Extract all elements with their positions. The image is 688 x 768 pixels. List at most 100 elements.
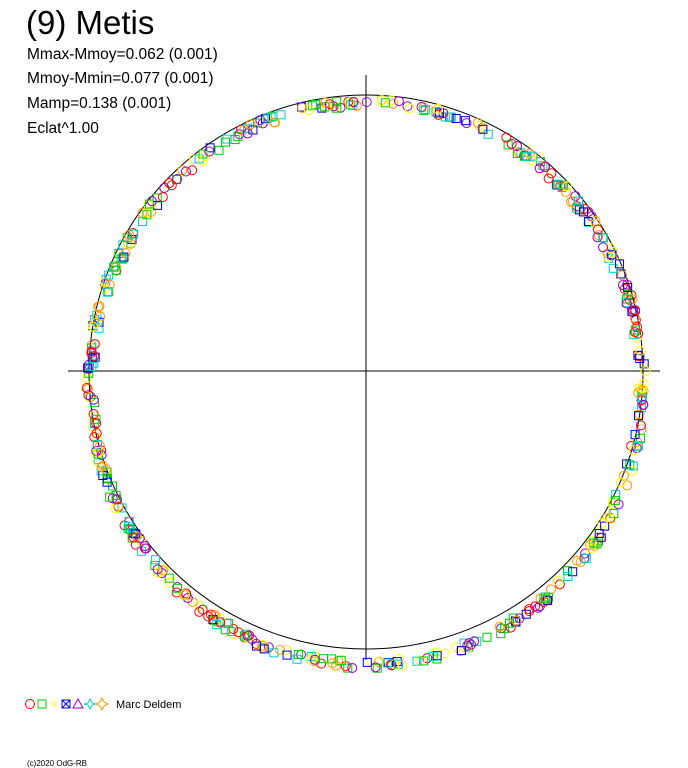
marker bbox=[592, 232, 603, 243]
marker bbox=[158, 565, 169, 576]
marker bbox=[622, 459, 632, 469]
marker bbox=[602, 512, 613, 523]
marker bbox=[292, 654, 302, 664]
marker bbox=[89, 339, 100, 350]
marker bbox=[180, 589, 191, 600]
marker bbox=[581, 553, 591, 563]
marker bbox=[97, 460, 108, 471]
legend-symbol bbox=[25, 699, 35, 709]
marker bbox=[373, 657, 384, 668]
marker bbox=[545, 584, 556, 595]
marker bbox=[362, 657, 372, 667]
marker bbox=[282, 650, 292, 660]
marker bbox=[456, 646, 466, 656]
marker bbox=[597, 518, 608, 529]
marker bbox=[269, 117, 280, 128]
marker bbox=[621, 294, 631, 304]
marker bbox=[512, 148, 522, 158]
legend-symbol bbox=[83, 697, 97, 711]
marker bbox=[96, 450, 107, 461]
marker bbox=[521, 609, 531, 619]
marker bbox=[617, 270, 628, 281]
marker bbox=[140, 543, 151, 554]
marker bbox=[419, 656, 429, 666]
marker bbox=[383, 658, 393, 668]
marker bbox=[464, 642, 474, 652]
legend-symbols bbox=[25, 696, 110, 712]
marker bbox=[402, 101, 413, 112]
marker bbox=[111, 262, 122, 273]
marker bbox=[239, 631, 249, 641]
marker bbox=[89, 358, 99, 368]
marker bbox=[433, 109, 444, 120]
marker bbox=[306, 654, 317, 665]
marker bbox=[152, 564, 163, 575]
marker bbox=[117, 503, 127, 513]
marker bbox=[615, 477, 626, 488]
marker bbox=[630, 305, 641, 316]
stat-line: Mamp=0.138 (0.001) bbox=[27, 95, 171, 112]
marker bbox=[348, 100, 358, 110]
marker bbox=[460, 116, 470, 126]
marker bbox=[281, 644, 292, 655]
marker bbox=[91, 428, 102, 439]
marker bbox=[204, 146, 215, 157]
marker bbox=[172, 174, 183, 185]
marker bbox=[574, 196, 584, 206]
marker bbox=[332, 103, 342, 113]
marker bbox=[205, 609, 216, 620]
marker bbox=[104, 279, 115, 290]
marker bbox=[124, 521, 134, 531]
marker bbox=[220, 137, 230, 147]
marker bbox=[120, 248, 131, 259]
marker bbox=[347, 662, 358, 673]
marker bbox=[107, 493, 118, 504]
marker bbox=[129, 229, 139, 239]
marker bbox=[261, 114, 271, 124]
marker bbox=[524, 148, 535, 159]
marker bbox=[131, 529, 141, 539]
marker bbox=[194, 606, 205, 617]
marker bbox=[257, 640, 268, 651]
legend-symbol bbox=[72, 697, 84, 709]
marker bbox=[619, 284, 630, 295]
marker bbox=[501, 132, 512, 143]
marker bbox=[255, 115, 266, 126]
marker bbox=[628, 445, 639, 456]
marker bbox=[386, 659, 397, 670]
marker bbox=[393, 96, 404, 107]
marker bbox=[421, 104, 431, 114]
marker bbox=[546, 168, 557, 179]
marker bbox=[93, 301, 104, 312]
legend-symbol bbox=[94, 696, 110, 712]
marker bbox=[327, 654, 337, 664]
legend-author: Marc Deldem bbox=[116, 699, 181, 711]
marker bbox=[583, 217, 593, 227]
stat-line: Mmoy-Mmin=0.077 (0.001) bbox=[27, 70, 214, 87]
marker bbox=[592, 224, 603, 235]
marker bbox=[84, 368, 94, 378]
marker bbox=[552, 575, 563, 586]
marker bbox=[94, 440, 105, 451]
marker bbox=[105, 492, 115, 502]
marker bbox=[158, 564, 169, 575]
marker bbox=[111, 491, 121, 501]
marker bbox=[627, 465, 638, 476]
marker bbox=[320, 97, 331, 108]
marker bbox=[628, 461, 638, 471]
marker bbox=[203, 611, 214, 622]
marker bbox=[372, 663, 382, 673]
marker bbox=[635, 345, 646, 356]
stat-line: Mmax-Mmoy=0.062 (0.001) bbox=[27, 46, 218, 63]
marker bbox=[630, 325, 640, 335]
marker bbox=[610, 496, 620, 506]
marker bbox=[451, 114, 461, 124]
marker bbox=[293, 650, 303, 660]
marker bbox=[562, 181, 573, 192]
marker bbox=[87, 321, 98, 332]
marker bbox=[428, 651, 438, 661]
marker bbox=[496, 629, 506, 639]
marker bbox=[380, 98, 390, 108]
marker bbox=[594, 529, 604, 539]
marker bbox=[638, 379, 649, 390]
